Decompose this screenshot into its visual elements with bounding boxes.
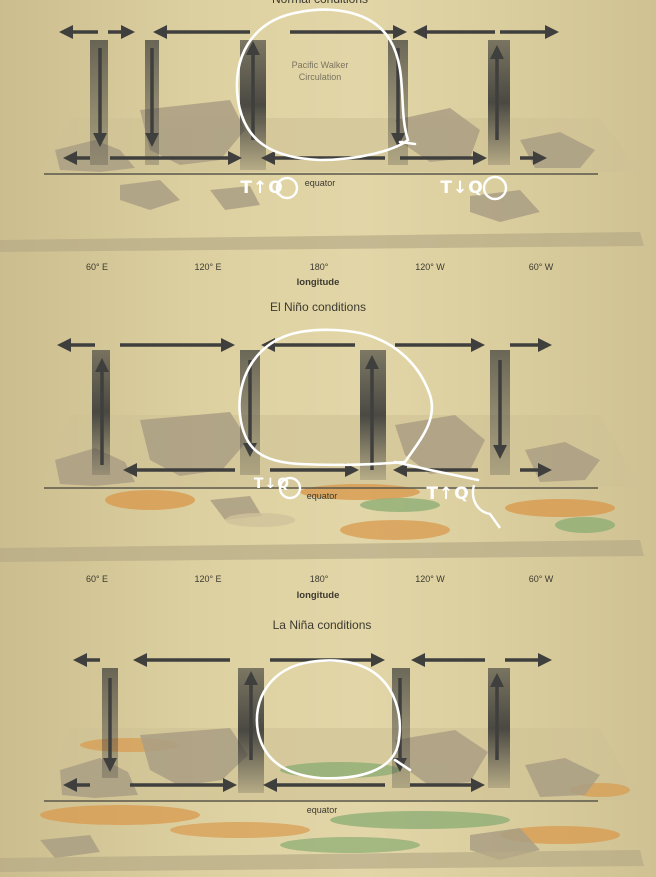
tick-label: 120° E — [194, 262, 222, 272]
panel-la-nina — [0, 653, 644, 872]
hand-drawn-q — [471, 484, 501, 529]
tick-label: 120° W — [415, 262, 445, 272]
panel-title-el-nino: El Niño conditions — [269, 300, 367, 314]
lower-strip — [0, 850, 644, 872]
equator-label: equator — [306, 491, 338, 501]
equator-label: equator — [304, 178, 336, 188]
hand-drawn-loop — [235, 8, 417, 162]
panel-el-nino — [0, 328, 644, 562]
tick-label: 120° E — [194, 574, 222, 584]
landmasses — [55, 100, 595, 222]
handwritten-note: T↓Q — [440, 178, 484, 198]
lower-strip — [0, 540, 644, 562]
circulation-arrows — [57, 338, 552, 477]
tick-label: 180° — [309, 574, 329, 584]
tick-label: 60° W — [528, 262, 554, 272]
tick-label: 60° E — [85, 262, 109, 272]
axis-label: longitude — [296, 277, 340, 288]
hand-drawn-circle — [482, 175, 508, 201]
sst-anomalies — [105, 484, 615, 540]
panel-title-la-nina: La Niña conditions — [272, 618, 372, 632]
hand-drawn-circle — [278, 476, 302, 500]
panel-normal — [0, 8, 644, 252]
lower-strip — [0, 232, 644, 252]
hand-drawn-loop — [238, 328, 480, 482]
handwritten-note: T↑Q — [426, 484, 470, 504]
ascending-column — [488, 40, 510, 165]
equator-label: equator — [306, 805, 338, 815]
ascending-column — [488, 668, 510, 788]
handwritten-note: T↑Q — [240, 178, 284, 198]
tick-label: 120° W — [415, 574, 445, 584]
walker-circulation-caption: Pacific Walker Circulation — [291, 60, 349, 82]
tick-label: 60° E — [85, 574, 109, 584]
tick-label: 60° W — [528, 574, 554, 584]
hand-drawn-loop — [255, 659, 412, 780]
panel-title-normal: Normal conditions — [272, 0, 368, 6]
landmasses — [40, 728, 600, 860]
hand-drawn-circle — [275, 176, 299, 200]
tick-label: 180° — [309, 262, 329, 272]
axis-label: longitude — [296, 590, 340, 601]
handwritten-note: T↓Q — [253, 476, 291, 492]
